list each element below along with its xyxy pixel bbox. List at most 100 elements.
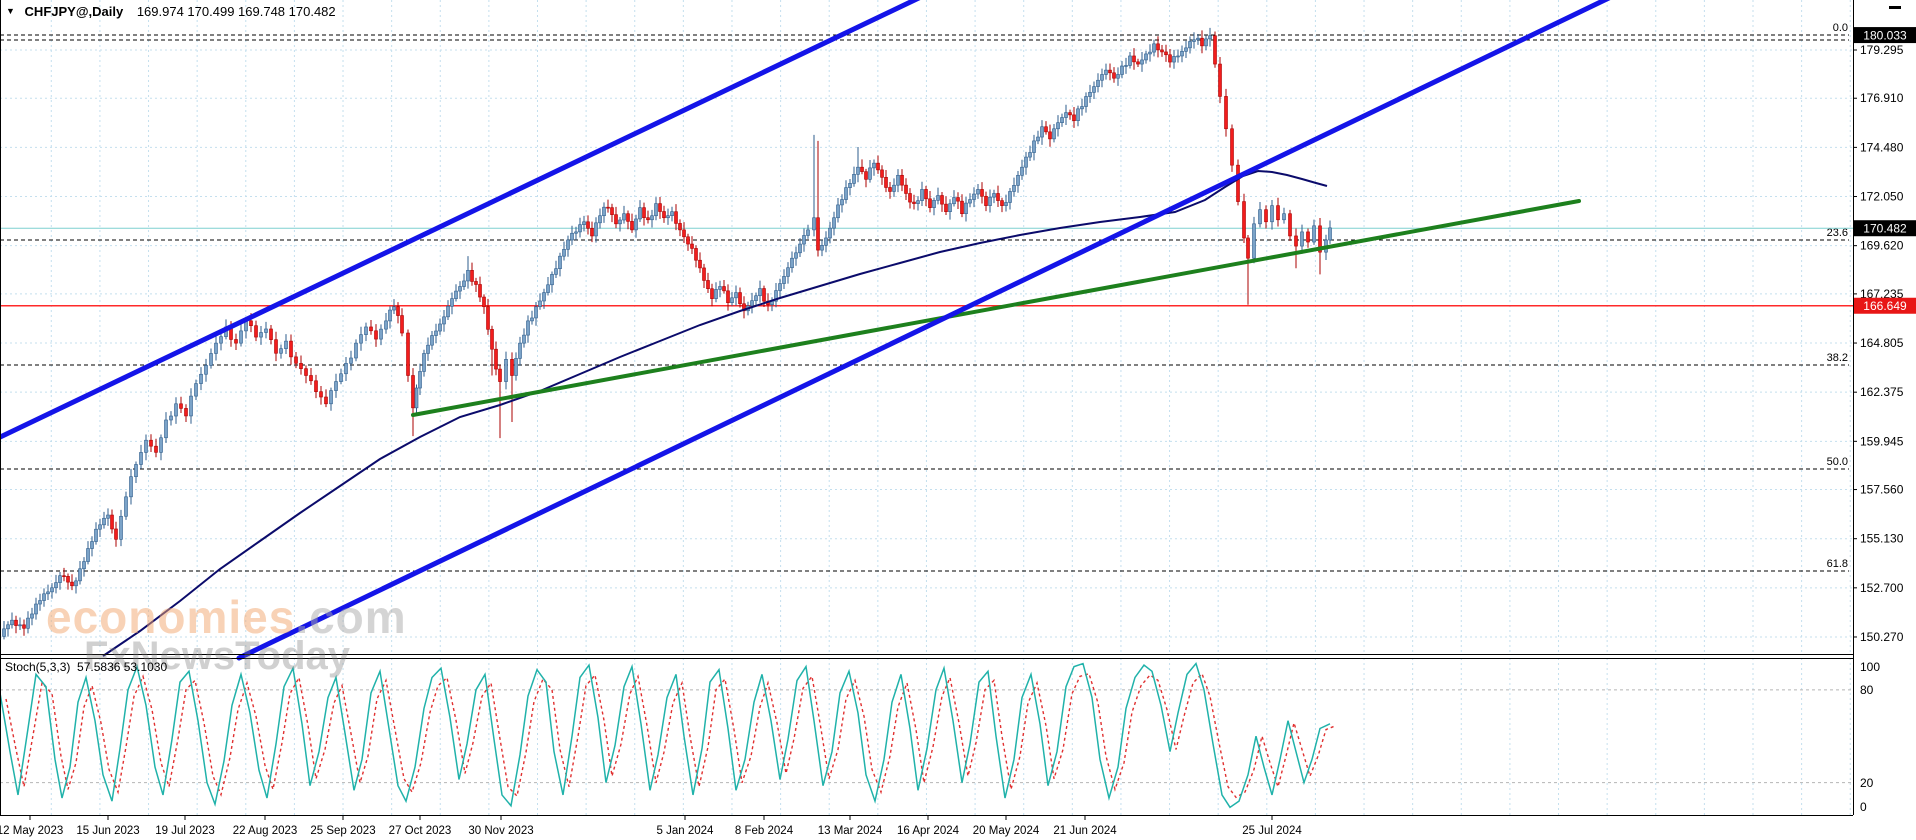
candle-body: [960, 200, 964, 215]
candle-body: [349, 357, 353, 364]
stoch-scale-label: 0: [1860, 800, 1867, 814]
candle-body: [14, 619, 18, 626]
green-support-trendline[interactable]: [411, 199, 1581, 417]
candle-body: [490, 329, 494, 350]
candle-body: [379, 328, 383, 340]
price-label: 167.235: [1860, 287, 1904, 301]
candle-body: [114, 528, 118, 540]
candle-body: [450, 298, 454, 307]
price-badge-text: 180.033: [1863, 29, 1907, 43]
candle-body: [159, 437, 163, 453]
time-axis[interactable]: 12 May 2023 15 Jun 2023 19 Jul 2023 22 Aug …: [0, 815, 1302, 837]
channel-lower-line[interactable]: [236, 0, 1613, 661]
candle-body: [722, 286, 726, 292]
candle-body: [388, 309, 392, 322]
candle-body: [98, 524, 102, 530]
candle-body: [828, 227, 832, 239]
candle-body: [1056, 122, 1060, 130]
candle-body: [658, 203, 662, 212]
candle-body: [530, 317, 534, 322]
price-badge: [1854, 27, 1916, 44]
candle-body: [26, 617, 30, 629]
candle-body: [90, 541, 94, 549]
price-label: 159.945: [1860, 434, 1904, 448]
candle-body: [936, 195, 940, 201]
price-label: 169.620: [1860, 239, 1904, 253]
candle-body: [574, 231, 578, 234]
candle-body: [1246, 237, 1250, 259]
candle-body: [1148, 51, 1152, 55]
horizontal-price-lines[interactable]: [0, 227, 1853, 307]
candle-body: [1128, 55, 1132, 66]
candle-body: [718, 286, 722, 290]
price-label: 157.560: [1860, 483, 1904, 497]
candle-body: [66, 576, 70, 583]
candle-body: [1288, 213, 1292, 237]
price-label: 176.910: [1860, 91, 1904, 105]
candle-body: [339, 373, 343, 382]
candle-body: [214, 342, 218, 354]
candle-body: [932, 200, 936, 208]
candle-body: [1016, 174, 1020, 186]
candle-body: [442, 316, 446, 325]
trendlines[interactable]: [0, 0, 1613, 661]
candle-body: [968, 199, 972, 204]
date-label: 22 Aug 2023: [233, 825, 298, 837]
candle-body: [149, 439, 153, 447]
candle-body: [414, 387, 419, 409]
candle-body: [940, 195, 944, 205]
candle-body: [836, 204, 840, 219]
candle-body: [526, 320, 530, 336]
candle-body: [344, 363, 348, 375]
date-label: 21 Jun 2024: [1053, 825, 1117, 837]
candle-body: [972, 193, 976, 200]
fibonacci-retracement-lines[interactable]: 0.0 23.6 38.2 50.0 61.8: [0, 22, 1849, 572]
candle-body: [1176, 55, 1180, 58]
stoch-signal-line: [5, 672, 1337, 799]
candle-body: [642, 207, 646, 218]
candle-body: [1258, 209, 1262, 225]
candle-body: [790, 257, 794, 269]
candle-body: [630, 221, 634, 231]
ohlc-values: 169.974 170.499 169.748 170.482: [136, 4, 336, 19]
candle-body: [1224, 96, 1228, 130]
candle-body: [359, 334, 363, 344]
candle-body: [1180, 51, 1184, 57]
symbol-dropdown-icon[interactable]: ▼: [6, 6, 15, 16]
candle-body: [550, 274, 554, 286]
candle-body: [848, 183, 852, 188]
candle-body: [22, 624, 26, 629]
candle-body: [2, 628, 6, 637]
candle-body: [38, 600, 42, 605]
candle-body: [944, 203, 948, 212]
candle-body: [856, 166, 860, 175]
panel-borders: [0, 0, 1901, 816]
candle-body: [956, 197, 960, 202]
candle-body: [314, 380, 318, 392]
candle-body: [706, 280, 710, 290]
candle-body: [462, 280, 466, 287]
candle-body: [329, 390, 333, 405]
candle-body: [119, 515, 123, 540]
candle-body: [106, 514, 110, 519]
price-label: 179.295: [1860, 43, 1904, 57]
stochastic-panel: [0, 661, 1853, 809]
candle-body: [1318, 225, 1322, 253]
candle-body: [662, 211, 666, 219]
price-label: 152.700: [1860, 581, 1904, 595]
candle-body: [1004, 202, 1008, 206]
candle-body: [510, 359, 514, 376]
channel-upper-line[interactable]: [0, 0, 923, 440]
candle-body: [840, 199, 844, 206]
candle-body: [514, 358, 518, 376]
candle-body: [646, 217, 650, 221]
candle-body: [690, 243, 694, 249]
candle-body: [1236, 164, 1240, 202]
candle-body: [179, 403, 183, 409]
candle-body: [1052, 128, 1056, 140]
candle-body: [1008, 191, 1012, 203]
symbol-period-label: CHFJPY@,Daily: [24, 4, 124, 19]
price-axis[interactable]: 179.295 176.910 174.480 172.050 169.620 167.2…: [1853, 27, 1916, 814]
candle-body: [626, 213, 630, 222]
candle-body: [1200, 37, 1204, 47]
